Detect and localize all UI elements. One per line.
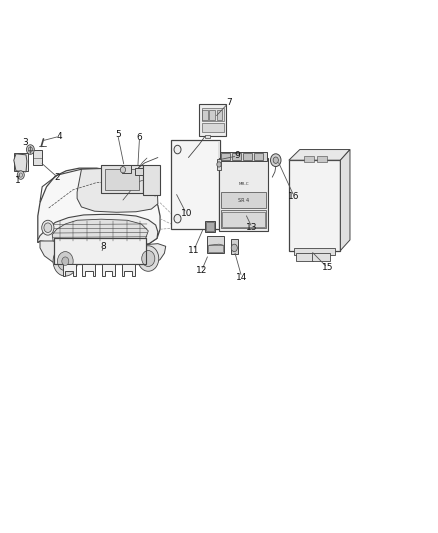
Bar <box>296 253 313 261</box>
Text: 12: 12 <box>196 266 207 275</box>
Bar <box>201 124 224 132</box>
Bar <box>254 153 263 160</box>
Circle shape <box>174 146 181 154</box>
Text: 5: 5 <box>115 130 120 139</box>
Bar <box>135 167 143 174</box>
Text: 8: 8 <box>101 242 106 251</box>
Bar <box>122 165 131 173</box>
Text: 16: 16 <box>288 192 300 201</box>
Bar <box>221 153 230 160</box>
Bar <box>222 212 265 227</box>
Polygon shape <box>40 241 90 265</box>
Polygon shape <box>130 244 166 264</box>
Polygon shape <box>82 264 95 276</box>
Circle shape <box>142 251 155 266</box>
Circle shape <box>28 147 32 152</box>
Bar <box>221 192 266 208</box>
Bar <box>105 169 139 190</box>
Polygon shape <box>38 214 158 248</box>
Circle shape <box>271 154 281 166</box>
Polygon shape <box>14 154 27 172</box>
Text: 13: 13 <box>247 223 258 232</box>
Bar <box>205 221 215 232</box>
Text: 15: 15 <box>321 263 333 272</box>
Text: 6: 6 <box>137 133 142 142</box>
Circle shape <box>53 246 78 276</box>
Circle shape <box>44 223 52 232</box>
Circle shape <box>42 220 54 235</box>
Bar <box>207 236 224 253</box>
Polygon shape <box>63 264 76 276</box>
Circle shape <box>174 214 181 223</box>
Text: 7: 7 <box>226 98 231 107</box>
Bar <box>14 153 28 171</box>
Bar <box>54 238 146 264</box>
Circle shape <box>138 246 159 271</box>
Bar <box>206 222 214 231</box>
Bar <box>143 165 160 195</box>
Circle shape <box>217 162 221 167</box>
Polygon shape <box>38 168 160 248</box>
Bar <box>219 158 268 231</box>
Bar <box>243 153 252 160</box>
Polygon shape <box>52 219 148 241</box>
Text: 9: 9 <box>234 151 240 160</box>
Polygon shape <box>289 150 350 160</box>
Bar <box>101 165 143 193</box>
Text: 2: 2 <box>55 173 60 182</box>
Polygon shape <box>340 150 350 251</box>
Polygon shape <box>77 168 158 212</box>
Circle shape <box>120 166 126 173</box>
Bar <box>221 209 266 228</box>
Bar <box>171 140 220 229</box>
Circle shape <box>273 157 279 164</box>
Bar <box>317 157 327 162</box>
Bar <box>232 153 241 160</box>
Bar <box>231 239 238 254</box>
Bar <box>202 110 208 120</box>
Circle shape <box>62 257 69 265</box>
Bar <box>201 108 224 122</box>
Circle shape <box>17 171 24 179</box>
Polygon shape <box>122 264 135 276</box>
Bar <box>294 248 335 255</box>
Circle shape <box>231 244 237 252</box>
Text: MR-C: MR-C <box>238 182 249 186</box>
Bar <box>217 110 223 120</box>
Bar <box>218 141 220 228</box>
Circle shape <box>19 173 22 177</box>
Text: 4: 4 <box>57 132 63 141</box>
Bar <box>217 159 221 169</box>
Text: 10: 10 <box>180 209 192 218</box>
Bar <box>199 104 226 136</box>
Text: 3: 3 <box>22 138 28 147</box>
Bar <box>205 135 210 138</box>
Bar <box>32 150 42 165</box>
Bar <box>220 152 267 161</box>
Text: SR 4: SR 4 <box>238 198 249 203</box>
Text: 1: 1 <box>15 176 21 185</box>
Bar <box>209 110 215 120</box>
Circle shape <box>26 145 34 155</box>
Bar <box>312 253 330 261</box>
Bar <box>304 157 314 162</box>
Text: 14: 14 <box>236 273 247 281</box>
Text: 11: 11 <box>188 246 199 255</box>
Bar <box>289 160 340 251</box>
Polygon shape <box>102 264 115 276</box>
Circle shape <box>57 252 73 271</box>
Bar <box>208 245 223 252</box>
Bar <box>54 238 146 264</box>
